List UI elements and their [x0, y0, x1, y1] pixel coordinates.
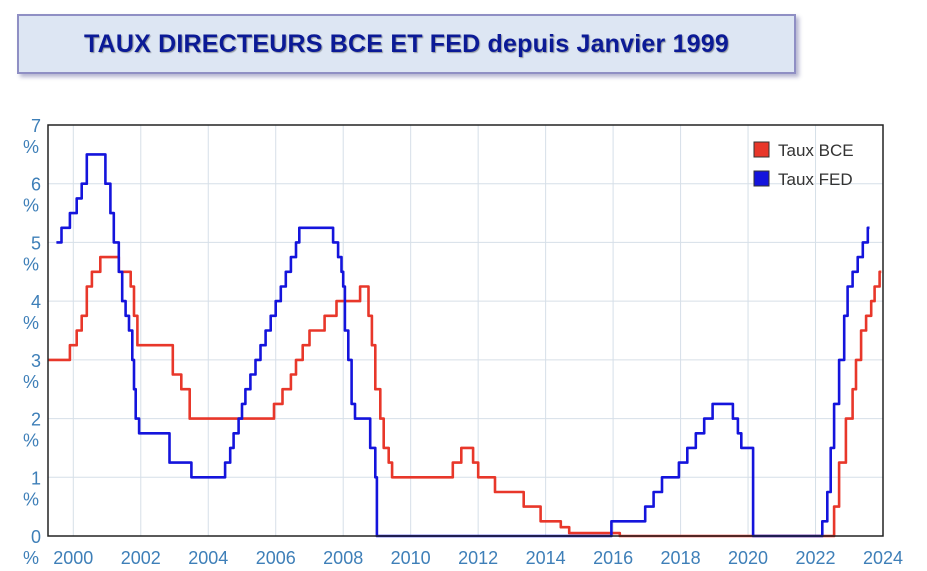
x-tick-label: 2016 — [593, 548, 633, 568]
x-tick-label: 2002 — [121, 548, 161, 568]
chart-title-box: TAUX DIRECTEURS BCE ET FED depuis Janvie… — [17, 14, 796, 74]
series-lines — [48, 153, 882, 538]
y-tick-value: 1 — [31, 468, 41, 488]
legend-label: Taux FED — [778, 170, 853, 189]
y-tick-value: 0 — [31, 527, 41, 547]
y-tick-value: 7 — [31, 116, 41, 136]
x-tick-label: 2020 — [728, 548, 768, 568]
y-tick-value: 3 — [31, 351, 41, 371]
x-tick-label: 2004 — [188, 548, 228, 568]
plot-border — [47, 124, 884, 537]
chart-title: TAUX DIRECTEURS BCE ET FED depuis Janvie… — [83, 29, 729, 58]
x-tick-label: 2008 — [323, 548, 363, 568]
y-tick-unit: % — [23, 313, 39, 333]
plot-area — [48, 125, 883, 536]
y-tick-value: 2 — [31, 410, 41, 430]
y-tick-unit: % — [23, 372, 39, 392]
grid-lines — [48, 125, 883, 536]
y-tick-unit: % — [23, 431, 39, 451]
x-axis-ticks: 2000 2002 2004 2006 2008 2010 2012 2014 2016 2018… — [53, 548, 903, 568]
legend-swatch — [753, 170, 770, 187]
legend-swatch — [753, 141, 770, 158]
x-tick-label: 2018 — [661, 548, 701, 568]
y-tick-value: 6 — [31, 175, 41, 195]
x-tick-label: 2024 — [863, 548, 903, 568]
y-tick-unit: % — [23, 548, 39, 568]
legend-label: Taux BCE — [778, 141, 854, 160]
x-tick-label: 2006 — [256, 548, 296, 568]
series-line-bce — [48, 255, 882, 538]
x-tick-label: 2022 — [796, 548, 836, 568]
y-tick-unit: % — [23, 196, 39, 216]
y-tick-value: 5 — [31, 233, 41, 253]
x-tick-label: 2014 — [526, 548, 566, 568]
y-tick-unit: % — [23, 137, 39, 157]
y-tick-value: 4 — [31, 292, 41, 312]
y-tick-unit: % — [23, 254, 39, 274]
legend: Taux BCE Taux FED — [753, 141, 854, 189]
series-line-fed — [56, 153, 870, 538]
x-tick-label: 2012 — [458, 548, 498, 568]
y-axis-ticks: 0%1%2%3%4%5%6%7% — [23, 116, 41, 568]
x-tick-label: 2000 — [53, 548, 93, 568]
y-tick-unit: % — [23, 489, 39, 509]
x-tick-label: 2010 — [391, 548, 431, 568]
